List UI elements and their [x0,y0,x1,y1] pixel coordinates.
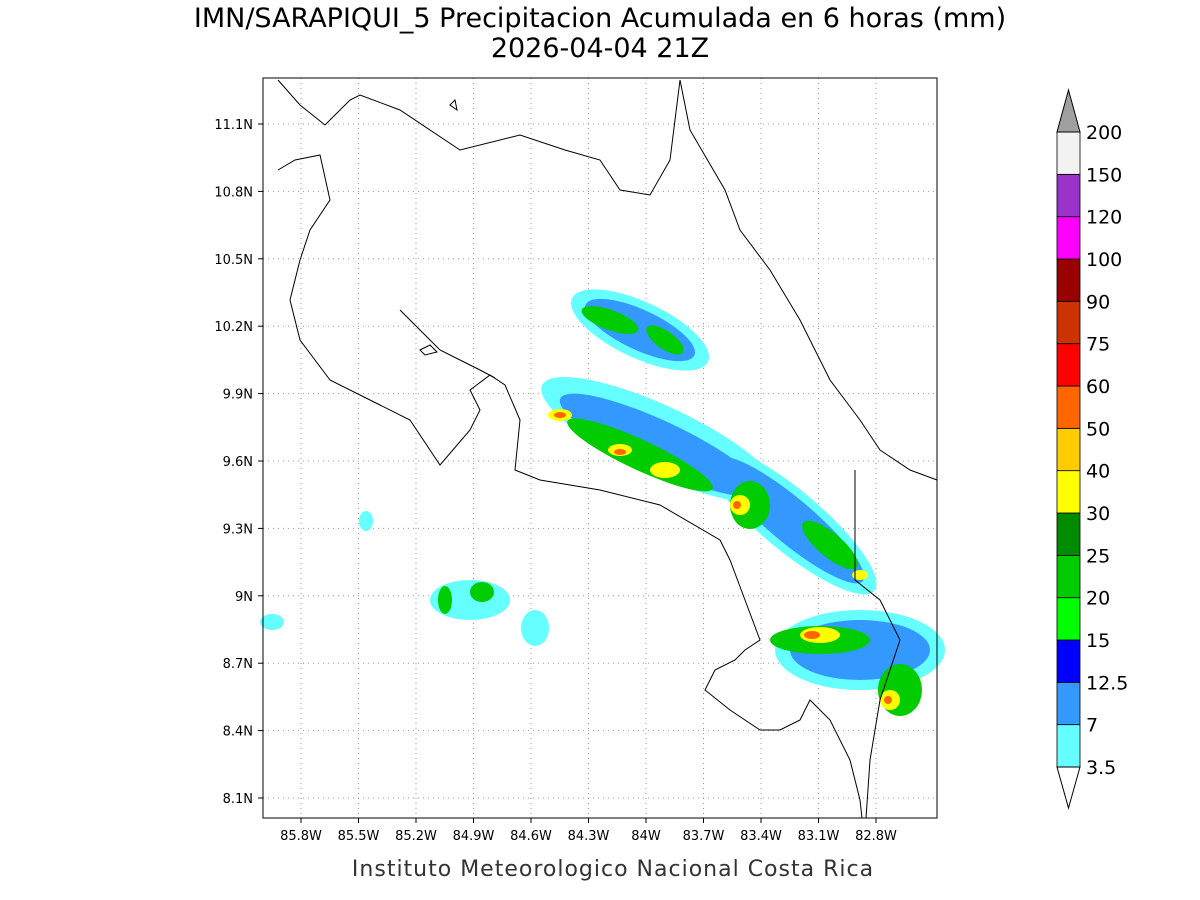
colorbar-segment [1056,216,1081,260]
colorbar-segment [1056,724,1081,768]
lon-tick-label: 83.7W [683,829,725,844]
map-frame [262,77,938,819]
colorbar-label: 50 [1086,418,1110,440]
lat-tick-label: 11.1N [214,118,253,133]
colorbar-label: 120 [1086,207,1122,229]
colorbar-segment [1056,512,1081,556]
lat-tick-label: 9.9N [223,388,253,403]
colorbar-label: 7 [1086,715,1098,737]
colorbar-label: 12.5 [1086,672,1128,694]
precipitation-fields [260,289,945,716]
axes: 11.1N 10.8N 10.5N 10.2N 9.9N 9.6N 9.3N 9N 8.7N 8.… [214,118,897,844]
lon-tick-label: 82.8W [855,829,897,844]
colorbar-segment [1056,639,1081,683]
coastlines [277,79,938,819]
colorbar-segment [1056,427,1081,472]
colorbar-segment [1056,597,1081,641]
lat-tick-label: 9.6N [223,455,253,470]
colorbar-label: 90 [1086,291,1110,313]
colorbar-segment [1056,300,1081,345]
colorbar-label: 150 [1086,164,1122,186]
colorbar-segment [1056,343,1081,387]
lon-tick-label: 83.1W [798,829,840,844]
subtitle: 2026-04-04 21Z [491,33,709,64]
colorbar-label: 25 [1086,545,1110,567]
lon-tick-label: 85.5W [338,829,380,844]
colorbar-segment [1056,258,1081,302]
colorbar-segment [1056,385,1081,429]
colorbar-label: 15 [1086,630,1110,652]
lat-tick-label: 8.7N [223,657,253,672]
colorbar-label: 75 [1086,334,1110,356]
lon-tick-label: 85.8W [280,829,322,844]
colorbar-over [1056,88,1081,133]
lon-tick-label: 84W [631,829,661,844]
colorbar-segment [1056,554,1081,599]
lon-tick-label: 84.9W [453,829,495,844]
lat-tick-label: 9N [235,590,253,605]
lon-tick-label: 84.6W [510,829,552,844]
colorbar-segment [1056,470,1081,514]
lat-tick-label: 10.5N [214,253,253,268]
lon-tick-label: 84.3W [568,829,610,844]
lon-tick-label: 85.2W [395,829,437,844]
credit: Instituto Meteorologico Nacional Costa R… [352,857,874,882]
colorbar-label: 3.5 [1086,757,1116,779]
colorbar-label: 20 [1086,588,1110,610]
lon-tick-label: 83.4W [740,829,782,844]
lat-tick-label: 10.2N [214,320,253,335]
lat-tick-label: 8.4N [223,725,253,740]
lat-tick-label: 9.3N [223,522,253,537]
colorbar-label: 60 [1086,376,1110,398]
colorbar-label: 30 [1086,503,1110,525]
colorbar-under [1056,766,1081,810]
title: IMN/SARAPIQUI_5 Precipitacion Acumulada … [194,3,1006,34]
colorbar-label: 100 [1086,249,1122,271]
colorbar-label: 40 [1086,461,1110,483]
colorbar-segment [1056,173,1081,218]
colorbar-segment [1056,681,1081,726]
colorbar-label: 200 [1086,122,1122,144]
colorbar: 3.5 7 12.5 15 20 25 30 40 50 60 75 90 100 120 150 200 [1056,88,1128,810]
colorbar-segment [1056,131,1081,175]
lat-tick-label: 8.1N [223,792,253,807]
lat-tick-label: 10.8N [214,185,253,200]
